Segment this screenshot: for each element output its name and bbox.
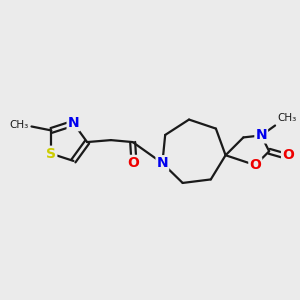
Text: CH₃: CH₃ (277, 112, 296, 123)
Text: O: O (282, 148, 294, 162)
Text: N: N (255, 128, 267, 142)
Text: O: O (128, 156, 140, 170)
Text: N: N (157, 156, 168, 170)
Text: CH₃: CH₃ (9, 121, 28, 130)
Text: N: N (68, 116, 79, 130)
Text: O: O (249, 158, 261, 172)
Text: S: S (46, 147, 56, 161)
